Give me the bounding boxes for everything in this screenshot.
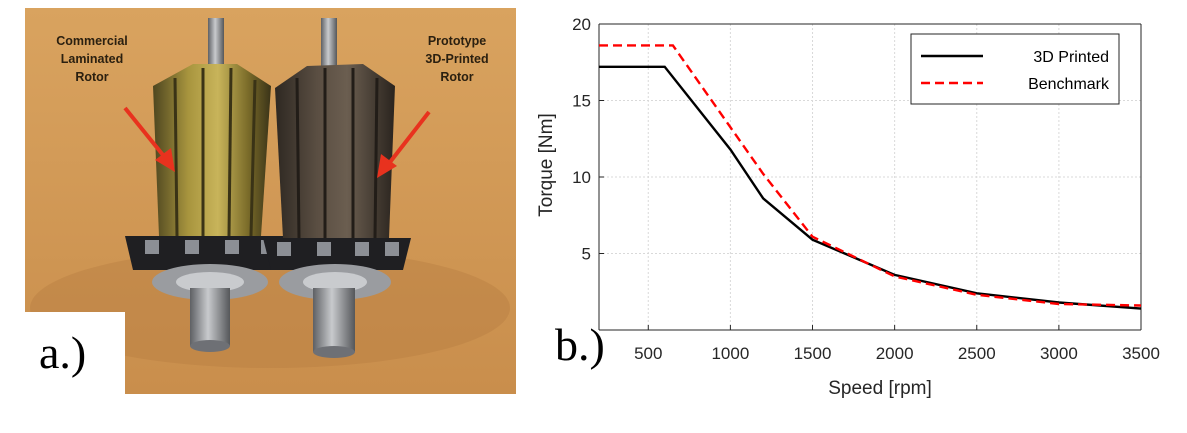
caption-line: Rotor bbox=[75, 70, 109, 84]
series-lines bbox=[599, 44, 1142, 310]
series-line-benchmark bbox=[599, 44, 1142, 307]
caption-prototype-rotor: Prototype 3D-Printed Rotor bbox=[397, 32, 516, 86]
x-tick-label: 2000 bbox=[876, 344, 914, 363]
x-tick-label: 1500 bbox=[794, 344, 832, 363]
grid bbox=[599, 24, 1141, 330]
panel-a-label: a.) bbox=[25, 312, 125, 394]
series-line-printed bbox=[599, 65, 1142, 310]
left-arrow bbox=[123, 106, 175, 172]
y-tick-label: 5 bbox=[582, 245, 591, 264]
legend: 3D Printed Benchmark bbox=[910, 33, 1120, 105]
tick-labels: 500 1000 1500 2000 2500 3000 3500 5 10 15 20 bbox=[572, 15, 1160, 363]
panel-b-label: b.) bbox=[555, 319, 605, 370]
legend-label: 3D Printed bbox=[1033, 49, 1109, 66]
x-tick-label: 1000 bbox=[711, 344, 749, 363]
prototype-rotor bbox=[263, 18, 411, 358]
caption-line: Laminated bbox=[60, 52, 124, 66]
y-tick-label: 15 bbox=[572, 92, 591, 111]
y-tick-label: 20 bbox=[572, 15, 591, 34]
caption-line: Prototype bbox=[427, 34, 487, 48]
caption-line: Commercial bbox=[56, 34, 128, 48]
x-tick-label: 500 bbox=[634, 344, 662, 363]
caption-commercial-rotor: Commercial Laminated Rotor bbox=[27, 32, 157, 86]
caption-line: 3D-Printed bbox=[425, 52, 489, 66]
caption-line: Rotor bbox=[440, 70, 474, 84]
x-tick-label: 3000 bbox=[1040, 344, 1078, 363]
commercial-rotor bbox=[125, 18, 295, 352]
right-arrow bbox=[377, 110, 431, 178]
x-axis-title: Speed [rpm] bbox=[828, 378, 932, 399]
x-tick-label: 3500 bbox=[1122, 344, 1160, 363]
legend-label: Benchmark bbox=[1028, 76, 1110, 93]
x-tick-label: 2500 bbox=[958, 344, 996, 363]
legend-box bbox=[910, 33, 1120, 105]
y-axis-title: Torque [Nm] bbox=[536, 113, 557, 216]
y-tick-label: 10 bbox=[572, 168, 591, 187]
